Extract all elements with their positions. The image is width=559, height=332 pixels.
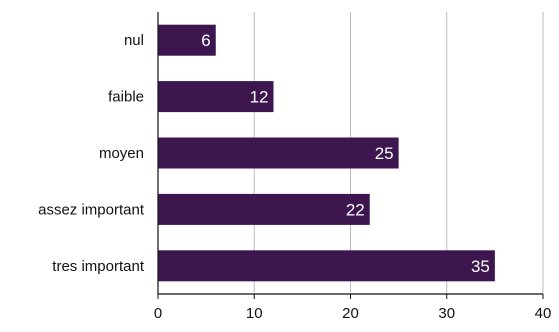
bar-value-label: 25 xyxy=(375,144,394,163)
x-tick-label: 0 xyxy=(154,305,162,322)
bar-value-label: 35 xyxy=(471,257,490,276)
bar xyxy=(158,81,274,113)
bar-value-label: 6 xyxy=(201,31,210,50)
category-label: faible xyxy=(108,89,144,106)
category-label: assez important xyxy=(38,201,145,218)
x-tick-label: 30 xyxy=(438,305,455,322)
x-tick-label: 40 xyxy=(535,305,552,322)
category-labels: nul faible moyen assez important tres import… xyxy=(38,32,145,275)
category-label: nul xyxy=(124,32,144,49)
bar xyxy=(158,137,399,169)
x-tick-label: 20 xyxy=(342,305,359,322)
bars: 6 12 25 22 35 xyxy=(158,24,495,282)
bar xyxy=(158,250,495,282)
bar-value-label: 22 xyxy=(346,200,365,219)
bar-value-label: 12 xyxy=(250,88,269,107)
x-axis-ticks: 0 10 20 30 40 xyxy=(154,294,552,322)
category-label: moyen xyxy=(99,145,144,162)
bar xyxy=(158,193,370,225)
category-label: tres important xyxy=(52,258,145,275)
bar xyxy=(158,24,216,56)
x-tick-label: 10 xyxy=(246,305,263,322)
